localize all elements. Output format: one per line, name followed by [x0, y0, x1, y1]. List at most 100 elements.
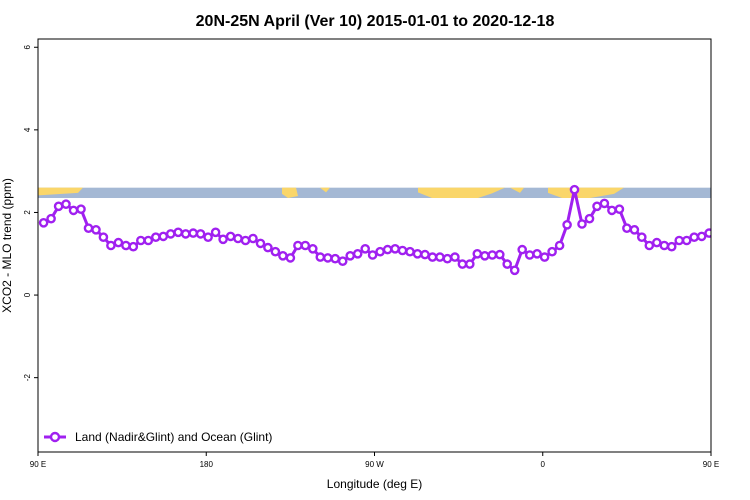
y-tick-label: 6: [23, 44, 32, 49]
y-tick-label: -2: [23, 374, 32, 382]
data-point: [577, 219, 587, 229]
data-point: [360, 243, 371, 254]
y-tick-label: 4: [23, 127, 32, 132]
data-point: [121, 240, 131, 251]
data-point: [666, 241, 677, 252]
data-point: [532, 248, 542, 259]
data-point: [375, 246, 385, 257]
y-axis: -2 0 2 4 6: [23, 44, 38, 381]
data-point: [674, 235, 685, 246]
data-point: [53, 201, 64, 212]
map-land: [282, 187, 298, 199]
data-point: [420, 249, 430, 260]
data-point: [607, 205, 617, 216]
data-point: [322, 253, 333, 263]
data-point: [98, 232, 109, 242]
data-point: [464, 259, 475, 269]
data-point: [307, 243, 318, 254]
data-point: [225, 231, 236, 242]
data-point: [173, 227, 183, 238]
data-point: [479, 250, 490, 261]
data-point: [614, 204, 625, 214]
x-tick-label: 90 E: [30, 460, 46, 469]
data-point: [143, 235, 154, 246]
series-layer: [38, 184, 711, 276]
data-point: [547, 246, 557, 257]
data-point: [38, 217, 49, 228]
legend-label: Land (Nadir&Glint) and Ocean (Glint): [75, 430, 272, 444]
data-point: [293, 240, 303, 251]
data-point: [494, 249, 505, 260]
data-point: [135, 235, 146, 246]
data-point: [61, 199, 71, 209]
data-point: [382, 244, 393, 255]
data-point: [203, 232, 213, 242]
map-ocean: [38, 187, 711, 199]
data-point: [502, 259, 513, 269]
data-point: [240, 235, 251, 246]
data-point: [637, 232, 647, 242]
x-axis: 90 E 180 90 W 0 90 E: [30, 452, 719, 469]
legend: Land (Nadir&Glint) and Ocean (Glint): [44, 430, 272, 444]
x-tick-label: 180: [200, 460, 214, 469]
data-point: [629, 224, 640, 235]
data-point: [352, 248, 363, 259]
data-point: [233, 233, 243, 244]
data-point: [106, 240, 116, 251]
data-point: [405, 246, 415, 257]
data-point: [195, 229, 206, 239]
x-tick-label: 0: [541, 460, 546, 469]
data-point: [584, 213, 595, 224]
data-point: [83, 223, 94, 233]
map-land: [510, 187, 524, 193]
x-tick-label: 90 E: [703, 460, 719, 469]
data-point: [435, 252, 445, 262]
data-point: [248, 233, 258, 244]
data-point: [562, 219, 572, 230]
data-point: [188, 228, 198, 238]
series-line: [42, 188, 710, 272]
data-point: [330, 253, 341, 264]
data-point: [412, 248, 423, 259]
data-point: [689, 232, 700, 242]
data-point: [517, 244, 528, 255]
data-point: [285, 253, 296, 263]
y-tick-label: 0: [23, 292, 32, 297]
data-point: [180, 229, 191, 239]
map-strip: [38, 187, 711, 199]
data-point: [427, 252, 438, 262]
legend-marker-swatch: [49, 431, 61, 443]
data-point: [622, 223, 632, 233]
map-land: [38, 187, 83, 196]
data-point: [524, 250, 535, 260]
data-point: [210, 227, 221, 238]
data-point: [263, 242, 273, 253]
data-point: [158, 231, 169, 242]
y-axis-label: XCO2 - MLO trend (ppm): [0, 178, 14, 313]
data-point: [390, 243, 400, 254]
data-point: [509, 265, 520, 276]
data-point: [270, 246, 281, 257]
data-point: [255, 238, 266, 249]
data-point: [472, 248, 483, 259]
data-point: [644, 240, 655, 251]
data-point: [397, 245, 408, 256]
data-point: [76, 204, 86, 214]
map-land: [548, 187, 624, 199]
data-point: [450, 252, 460, 262]
data-point: [91, 224, 101, 235]
data-point: [218, 234, 228, 245]
data-point: [367, 250, 378, 260]
data-point: [442, 253, 453, 264]
data-point: [315, 252, 326, 262]
data-point: [165, 229, 176, 239]
data-point: [46, 213, 56, 224]
data-point: [128, 241, 139, 252]
data-point: [337, 256, 348, 267]
data-point: [345, 250, 356, 261]
x-tick-label: 90 W: [365, 460, 384, 469]
data-point: [68, 205, 79, 216]
chart-title: 20N-25N April (Ver 10) 2015-01-01 to 202…: [196, 13, 555, 30]
data-point: [659, 240, 670, 251]
data-point: [278, 250, 288, 261]
